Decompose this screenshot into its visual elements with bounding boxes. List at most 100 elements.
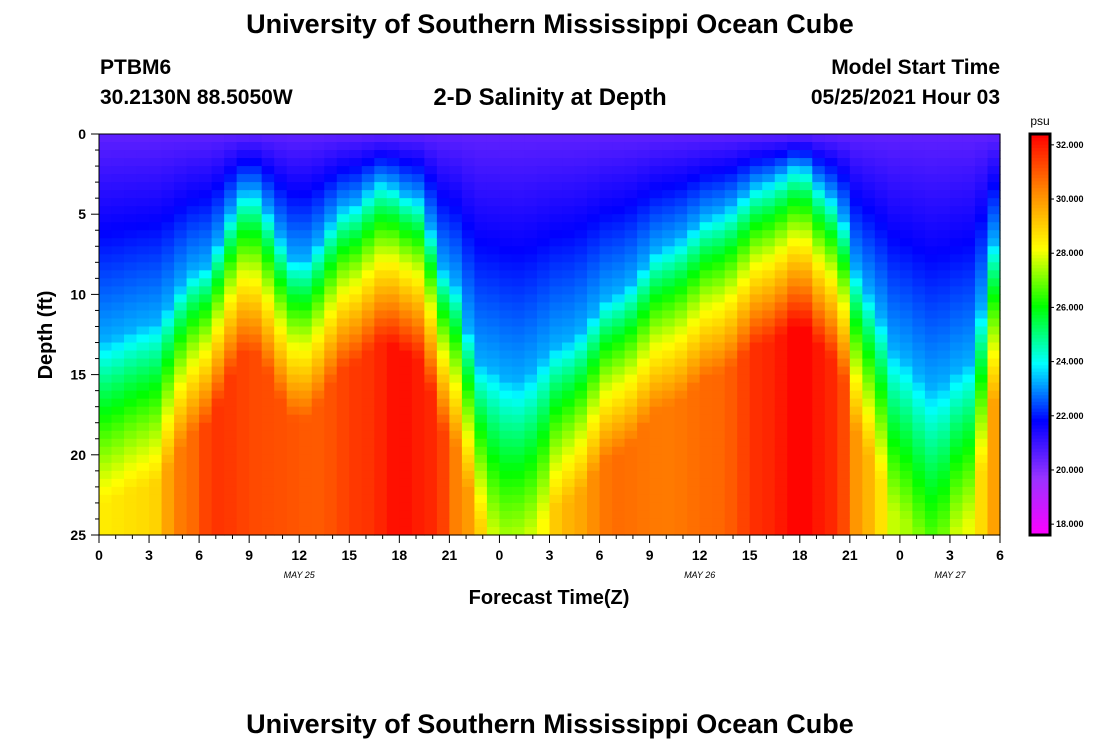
heatmap-cell	[324, 398, 338, 408]
heatmap-cell	[386, 230, 400, 239]
heatmap-cell	[149, 278, 163, 287]
heatmap-cell	[887, 198, 901, 207]
heatmap-cell	[324, 358, 338, 368]
heatmap-cell	[124, 430, 138, 440]
heatmap-cell	[524, 470, 538, 480]
heatmap-cell	[161, 430, 175, 440]
heatmap-cell	[987, 518, 1001, 528]
heatmap-cell	[136, 206, 150, 215]
heatmap-cell	[449, 270, 463, 279]
heatmap-cell	[336, 366, 350, 376]
heatmap-cell	[574, 230, 588, 239]
heatmap-cell	[499, 438, 513, 448]
heatmap-cell	[374, 406, 388, 416]
heatmap-cell	[311, 478, 325, 488]
heatmap-cell	[349, 462, 363, 472]
heatmap-cell	[649, 446, 663, 456]
heatmap-cell	[812, 222, 826, 231]
heatmap-cell	[774, 318, 788, 328]
heatmap-cell	[224, 142, 238, 151]
heatmap-cell	[799, 182, 813, 191]
heatmap-cell	[524, 246, 538, 255]
heatmap-cell	[624, 150, 638, 159]
heatmap-cell	[787, 222, 801, 231]
heatmap-cell	[261, 238, 275, 247]
heatmap-cell	[874, 446, 888, 456]
heatmap-cell	[261, 190, 275, 199]
heatmap-cell	[311, 374, 325, 384]
heatmap-cell	[224, 446, 238, 456]
heatmap-cell	[974, 478, 989, 488]
heatmap-cell	[949, 390, 964, 400]
heatmap-cell	[912, 318, 926, 328]
heatmap-cell	[436, 398, 450, 408]
heatmap-cell	[311, 310, 325, 320]
heatmap-cell	[511, 174, 526, 183]
heatmap-cell	[399, 478, 413, 488]
heatmap-cell	[674, 302, 688, 312]
heatmap-cell	[562, 526, 576, 536]
heatmap-cell	[824, 238, 838, 247]
heatmap-cell	[624, 158, 638, 167]
heatmap-cell	[874, 438, 888, 448]
heatmap-cell	[186, 350, 200, 360]
heatmap-cell	[249, 430, 263, 440]
heatmap-cell	[124, 446, 138, 456]
heatmap-cell	[637, 358, 651, 368]
heatmap-cell	[274, 150, 288, 159]
heatmap-cell	[249, 526, 263, 536]
heatmap-cell	[249, 454, 263, 464]
heatmap-cell	[812, 134, 826, 143]
heatmap-cell	[599, 454, 613, 464]
heatmap-cell	[186, 326, 200, 336]
heatmap-cell	[486, 526, 501, 536]
heatmap-cell	[461, 446, 476, 456]
heatmap-cell	[211, 278, 225, 287]
heatmap-cell	[924, 334, 939, 344]
heatmap-cell	[799, 310, 813, 320]
heatmap-cell	[486, 374, 501, 384]
heatmap-cell	[449, 478, 463, 488]
heatmap-cell	[386, 222, 400, 231]
heatmap-cell	[324, 166, 338, 175]
heatmap-cell	[474, 510, 488, 520]
colorbar-segment	[1030, 518, 1050, 523]
heatmap-cell	[211, 478, 225, 488]
heatmap-cell	[311, 470, 325, 480]
heatmap-cell	[486, 302, 501, 312]
heatmap-cell	[824, 142, 838, 151]
heatmap-cell	[499, 326, 513, 336]
heatmap-cell	[199, 158, 213, 167]
heatmap-cell	[974, 486, 989, 496]
heatmap-cell	[949, 286, 964, 295]
colorbar-segment	[1030, 167, 1050, 172]
heatmap-cell	[674, 270, 688, 279]
heatmap-cell	[349, 142, 363, 151]
heatmap-cell	[924, 262, 939, 271]
heatmap-cell	[436, 486, 450, 496]
heatmap-cell	[824, 302, 838, 312]
heatmap-cell	[799, 174, 813, 183]
heatmap-cell	[486, 446, 501, 456]
heatmap-cell	[874, 486, 888, 496]
heatmap-cell	[361, 166, 375, 175]
heatmap-cell	[186, 414, 200, 424]
heatmap-cell	[511, 310, 526, 320]
heatmap-cell	[637, 406, 651, 416]
heatmap-cell	[174, 294, 188, 304]
heatmap-cell	[511, 518, 526, 528]
heatmap-cell	[812, 270, 826, 279]
heatmap-cell	[599, 238, 613, 247]
heatmap-cell	[549, 486, 563, 496]
heatmap-cell	[274, 374, 288, 384]
heatmap-cell	[336, 302, 350, 312]
heatmap-cell	[449, 262, 463, 271]
heatmap-cell	[524, 438, 538, 448]
heatmap-cell	[762, 278, 776, 287]
heatmap-cell	[674, 310, 688, 320]
heatmap-cell	[349, 446, 363, 456]
heatmap-cell	[824, 462, 838, 472]
heatmap-cell	[712, 230, 726, 239]
heatmap-cell	[699, 190, 713, 199]
heatmap-cell	[974, 502, 989, 512]
